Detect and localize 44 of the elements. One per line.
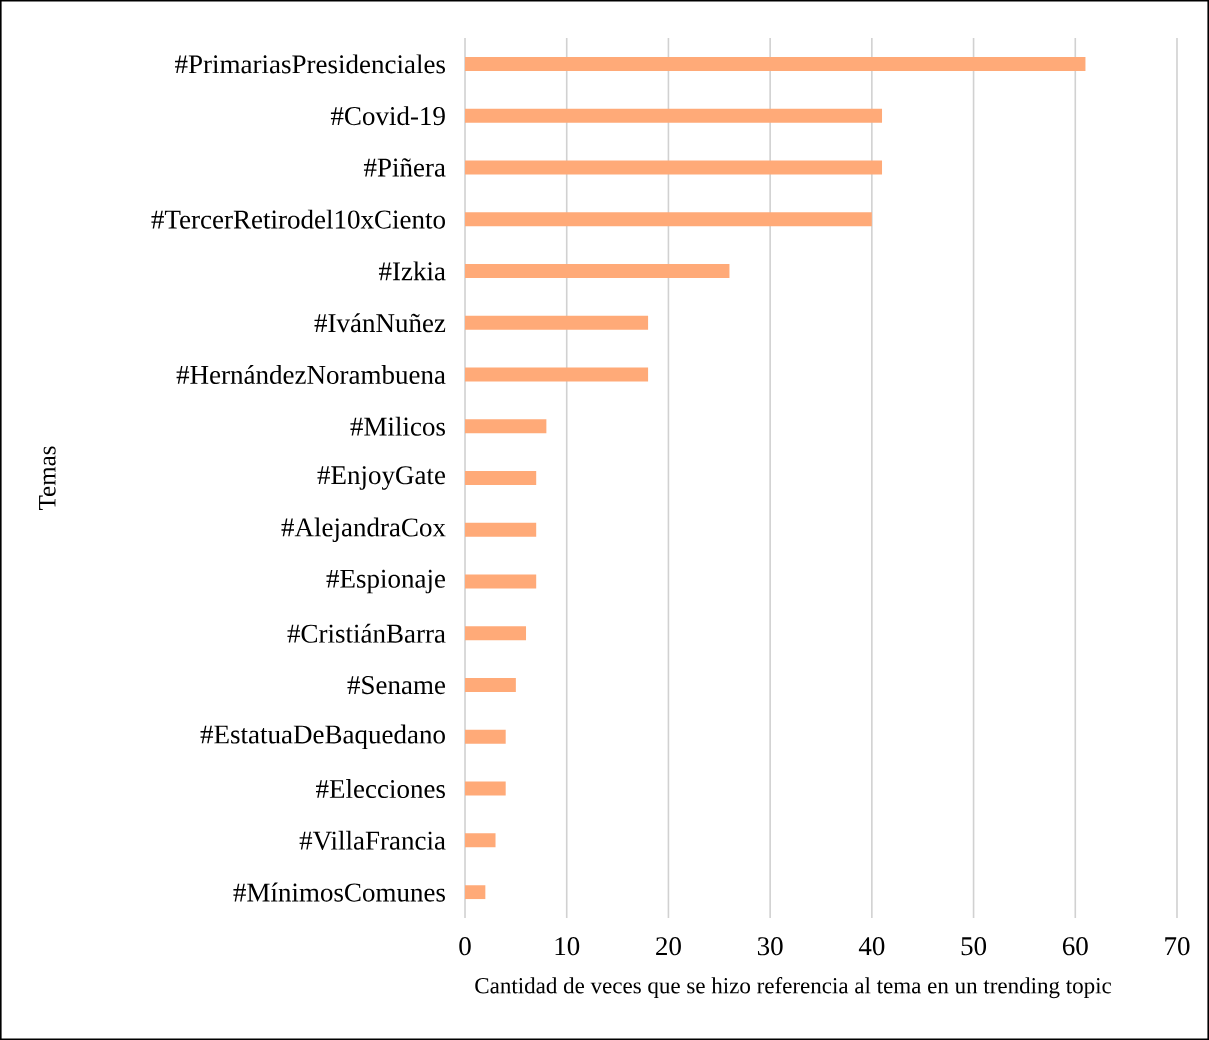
y-tick-label: #PrimariasPresidenciales [175, 54, 445, 74]
x-tick-label: 50 [961, 937, 987, 956]
y-tick-label: #EstatuaDeBaquedano [200, 724, 445, 750]
x-tick-label: 20 [656, 937, 681, 956]
x-tick-label: 40 [858, 937, 885, 956]
y-tick-label: #MínimosComunes [233, 882, 445, 902]
bar [465, 678, 516, 693]
bar [465, 626, 527, 641]
y-tick-label: #VillaFrancia [299, 830, 446, 850]
bar [465, 263, 730, 278]
bar [465, 315, 649, 330]
bar [465, 574, 537, 589]
y-tick-label: #TercerRetirodel10xCiento [151, 209, 445, 229]
bar [465, 522, 537, 537]
x-tick-label: 10 [555, 937, 580, 956]
bar [465, 419, 547, 434]
bar [465, 833, 496, 848]
bar [465, 471, 537, 486]
y-tick-label: #IvánNuñez [314, 313, 446, 333]
x-axis-title: Cantidad de veces que se hizo referencia al tema en un trending topic [475, 977, 1112, 999]
y-tick-label: #Izkia [378, 261, 446, 281]
bar [465, 367, 649, 382]
bar [465, 108, 883, 123]
x-tick-label: 30 [757, 937, 783, 956]
bar [465, 212, 872, 227]
y-tick-label: #Elecciones [316, 779, 445, 799]
y-axis-title: Temas [39, 446, 56, 511]
y-tick-label: #Covid-19 [330, 106, 445, 126]
y-tick-label: #Sename [347, 676, 445, 695]
y-tick-label: #CristiánBarra [287, 623, 446, 643]
y-tick-label: #HernándezNorambuena [176, 364, 446, 384]
bar [465, 729, 506, 744]
y-tick-label: #Milicos [350, 416, 445, 436]
bar [465, 781, 506, 796]
bar [465, 885, 486, 900]
x-tick-label: 60 [1062, 937, 1088, 956]
x-tick-label: 70 [1165, 937, 1190, 956]
bar [465, 160, 883, 175]
x-tick-label: 0 [459, 937, 471, 956]
bar [465, 56, 1086, 71]
y-tick-label: #EnjoyGate [317, 466, 446, 490]
y-tick-label: #AlejandraCox [281, 517, 446, 543]
y-tick-label: #Espionaje [326, 569, 446, 594]
y-tick-label: #Piñera [363, 158, 446, 177]
